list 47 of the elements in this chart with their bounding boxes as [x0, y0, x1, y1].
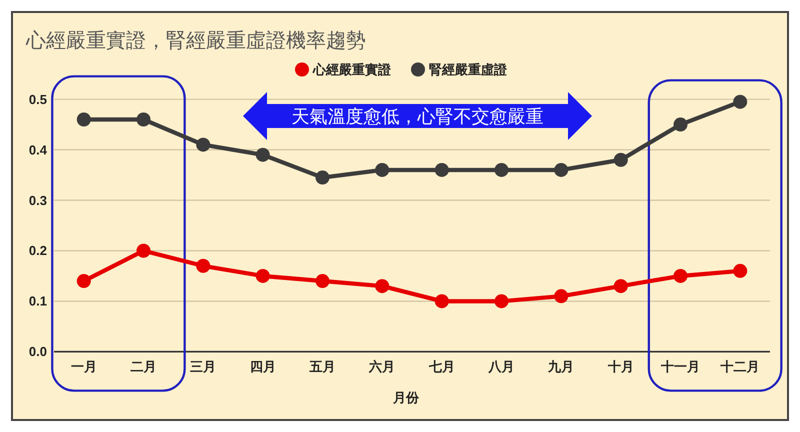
x-tick-label: 八月 [488, 359, 514, 374]
point [196, 258, 210, 273]
point [76, 274, 91, 288]
x-tick-label: 三月 [190, 359, 216, 374]
x-tick-label: 六月 [368, 359, 396, 374]
chart-title: 心經嚴重實證，腎經嚴重虛證機率趨勢 [25, 30, 366, 52]
point [316, 274, 330, 288]
point [674, 268, 688, 283]
point [434, 162, 449, 177]
x-tick-label: 九月 [547, 359, 574, 374]
y-tick-label: 0.1 [28, 294, 47, 309]
point [76, 112, 91, 126]
point [733, 94, 748, 109]
point [733, 264, 748, 278]
point [136, 244, 150, 258]
y-tick-label: 0.4 [28, 142, 48, 158]
y-tick-label: 0.0 [28, 344, 47, 360]
x-axis-title: 月份 [392, 390, 420, 405]
point [375, 279, 390, 294]
annotation: 天氣溫度愈低，心腎不交愈嚴重 [292, 106, 544, 126]
x-tick-label: 二月 [130, 359, 156, 374]
point [494, 162, 508, 177]
y-tick-label: 0.2 [28, 243, 47, 258]
x-tick-label: 十一月 [660, 359, 700, 374]
point [375, 162, 390, 177]
x-tick-label: 四月 [250, 359, 276, 374]
point [196, 138, 210, 152]
point [256, 148, 270, 162]
point [674, 118, 688, 132]
point [614, 279, 628, 294]
point [256, 268, 270, 283]
y-tick-label: 0.3 [28, 192, 47, 208]
point [494, 294, 508, 308]
point [136, 112, 150, 126]
point [554, 162, 568, 177]
x-tick-label: 十二月 [720, 359, 760, 374]
legend-label: 腎經嚴重虛證 [429, 62, 508, 77]
y-tick-label: 0.5 [28, 92, 47, 107]
point [316, 170, 330, 185]
x-tick-label: 十月 [606, 359, 634, 374]
x-tick-label: 一月 [70, 359, 97, 374]
x-tick-label: 五月 [308, 359, 336, 374]
point [434, 294, 449, 308]
point [614, 152, 628, 167]
legend-label: 心經嚴重實證 [312, 62, 392, 77]
point [554, 289, 568, 304]
x-tick-label: 七月 [428, 359, 455, 374]
